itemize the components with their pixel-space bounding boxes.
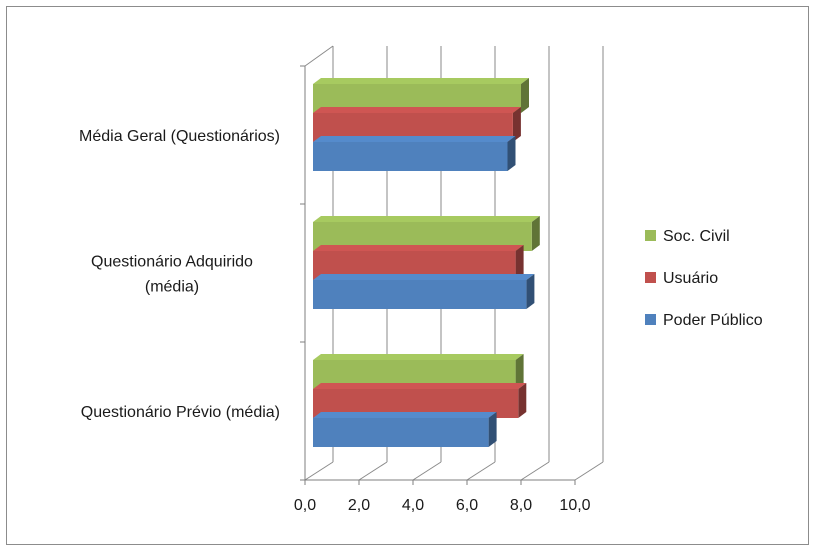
bar (313, 418, 489, 447)
x-tick-label: 4,0 (402, 497, 424, 514)
bar-side-face (488, 412, 497, 447)
bar-side-face (515, 245, 524, 280)
legend-label: Usuário (663, 270, 718, 287)
legend-swatch (645, 230, 656, 241)
bar-top-face (313, 216, 540, 222)
bar-side-face (526, 274, 535, 309)
bar-side-face (521, 78, 529, 113)
bar-side-face (515, 354, 524, 389)
floor-gridline (304, 461, 334, 481)
category-label: Questionário Adquirido (91, 254, 253, 271)
bar (313, 142, 508, 171)
bar-top-face (313, 274, 535, 280)
x-tick-label: 0,0 (294, 497, 316, 514)
floor-gridline (574, 461, 604, 481)
category-label: Questionário Prévio (média) (81, 404, 280, 421)
wall-top-edge (304, 45, 334, 67)
bar-top-face (313, 354, 524, 360)
legend-label: Poder Público (663, 312, 763, 329)
x-tick-label: 6,0 (456, 497, 478, 514)
bar (313, 280, 527, 309)
legend-swatch (645, 272, 656, 283)
floor-gridline (466, 461, 496, 481)
bar-side-face (512, 107, 521, 142)
bar-top-face (313, 136, 516, 142)
x-tick-label: 10,0 (559, 497, 590, 514)
category-label: Média Geral (Questionários) (79, 128, 280, 145)
bar-top-face (313, 107, 521, 113)
legend-swatch (645, 314, 656, 325)
x-tick-label: 2,0 (348, 497, 370, 514)
bar-top-face (313, 78, 529, 84)
bar-side-face (531, 216, 540, 251)
bar-top-face (313, 383, 527, 389)
floor-gridline (520, 461, 550, 481)
bar-top-face (313, 245, 524, 251)
legend-label: Soc. Civil (663, 228, 730, 245)
floor-gridline (412, 461, 442, 481)
floor-gridline (358, 461, 388, 481)
bar-side-face (507, 136, 516, 171)
bar-top-face (313, 412, 497, 418)
x-tick-label: 8,0 (510, 497, 532, 514)
bar-side-face (518, 383, 527, 418)
category-label: (média) (145, 279, 199, 296)
